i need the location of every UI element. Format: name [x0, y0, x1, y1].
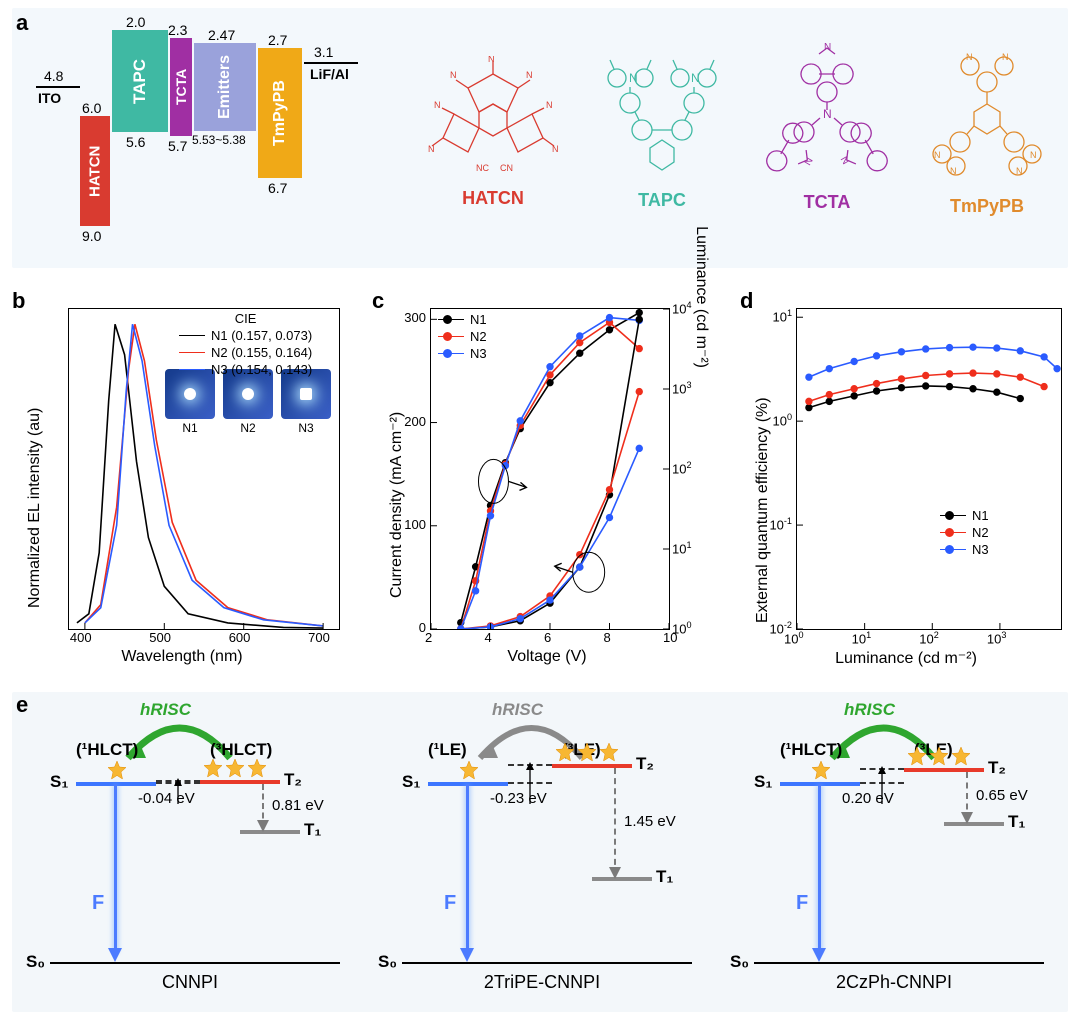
- svg-text:N: N: [950, 166, 957, 176]
- molecule-tcta-label: TCTA: [804, 192, 851, 213]
- panel-d: d N1N2N3 External quantum efficiency (%)…: [740, 288, 1072, 678]
- lifal-line: [304, 62, 358, 64]
- svg-text:N: N: [839, 154, 852, 166]
- panel-b-ylabel: Normalized EL intensity (au): [26, 408, 44, 608]
- panel-e: e hRISC(¹HLCT)(³HLCT)S₁T₂-0.04 eVT₁0.81 …: [12, 692, 1068, 1012]
- molecule-tmpypb-label: TmPyPB: [950, 196, 1024, 217]
- molecule-hatcn-structure: N N N N N N N NC CN: [428, 56, 558, 186]
- svg-text:N: N: [629, 71, 638, 85]
- layer-tapc-name: TAPC: [130, 59, 150, 104]
- layer-hatcn-bottom: 9.0: [82, 228, 101, 244]
- svg-text:N: N: [1016, 166, 1023, 176]
- panel-c-label: c: [372, 288, 384, 314]
- panel-b-legend: CIE N1 (0.157, 0.073)N2 (0.155, 0.164)N3…: [179, 311, 312, 379]
- layer-tcta-bottom: 5.7: [168, 138, 187, 154]
- ito-line: [36, 86, 80, 88]
- scientific-figure: a 4.8 ITO HATCN 6.0 9.0 TAPC 2.0 5.6 TCT…: [0, 0, 1080, 1022]
- svg-text:N: N: [552, 144, 558, 154]
- panel-d-xlabel: Luminance (cd m⁻²): [740, 648, 1072, 668]
- panel-c-legend: N1N2N3: [438, 312, 487, 363]
- molecule-hatcn: N N N N N N N NC CN HATCN: [428, 56, 558, 209]
- panel-b-plot: N1 N2 N3 CIE N1 (0.157, 0.073)N2 (0.155,…: [68, 308, 340, 630]
- svg-text:N: N: [428, 144, 435, 154]
- thumb-n3-label: N3: [281, 421, 331, 435]
- molecule-hatcn-label: HATCN: [462, 188, 524, 209]
- svg-text:N: N: [824, 42, 831, 53]
- svg-text:N: N: [546, 100, 553, 110]
- svg-text:NC: NC: [476, 163, 489, 173]
- panel-c-xlabel: Voltage (V): [372, 648, 722, 666]
- panel-b-label: b: [12, 288, 25, 314]
- panel-c: c N1N2N3 Current density (mA cm⁻²) Lumin…: [372, 288, 722, 678]
- panel-a: a 4.8 ITO HATCN 6.0 9.0 TAPC 2.0 5.6 TCT…: [12, 8, 1068, 268]
- layer-emitters-top: 2.47: [208, 27, 235, 43]
- layer-emitters: Emitters: [194, 43, 256, 131]
- layer-tapc-bottom: 5.6: [126, 134, 145, 150]
- layer-tmpypb-top: 2.7: [268, 32, 287, 48]
- cie-legend-title: CIE: [179, 311, 312, 326]
- layer-hatcn-name: HATCN: [87, 145, 104, 196]
- panel-d-svg: [797, 309, 1061, 629]
- layer-tcta-name: TCTA: [173, 69, 189, 105]
- svg-text:N: N: [1030, 150, 1037, 160]
- energy-diagram-2TriPE-CNNPI: hRISC(¹LE)(³LE)S₁T₂-0.23 eVT₁1.45 eVFS₀2…: [372, 702, 712, 1002]
- svg-text:N: N: [526, 70, 533, 80]
- ito-label: ITO: [38, 90, 61, 106]
- molecule-tapc-label: TAPC: [638, 190, 686, 211]
- layer-tcta-top: 2.3: [168, 22, 187, 38]
- svg-text:N: N: [450, 70, 457, 80]
- energy-diagram-2CzPh-CNNPI: hRISC(¹HLCT)(³LE)S₁T₂0.20 eVT₁0.65 eVFS₀…: [724, 702, 1064, 1002]
- layer-hatcn: HATCN: [80, 116, 110, 226]
- panel-d-ylabel: External quantum efficiency (%): [754, 397, 772, 623]
- panel-d-plot: [796, 308, 1062, 630]
- panel-d-label: d: [740, 288, 753, 314]
- panel-a-label: a: [16, 10, 28, 36]
- ito-energy: 4.8: [44, 68, 63, 84]
- molecule-tapc: N N TAPC: [582, 48, 742, 211]
- svg-text:N: N: [801, 155, 814, 167]
- layer-hatcn-top: 6.0: [82, 100, 101, 116]
- molecule-tmpypb: NN NN NN TmPyPB: [912, 44, 1062, 217]
- svg-text:N: N: [934, 150, 941, 160]
- svg-text:N: N: [691, 71, 700, 85]
- lifal-energy: 3.1: [314, 44, 333, 60]
- svg-text:N: N: [488, 56, 495, 64]
- molecule-tmpypb-structure: NN NN NN: [912, 44, 1062, 194]
- thumb-n1-label: N1: [165, 421, 215, 435]
- panel-b: b N1 N2 N3 CIE N1 (0.157, 0.073)N2 (0.15…: [12, 288, 352, 678]
- layer-tmpypb: TmPyPB: [258, 48, 302, 178]
- layer-tcta: TCTA: [170, 38, 192, 136]
- svg-text:N: N: [434, 100, 441, 110]
- layer-tmpypb-bottom: 6.7: [268, 180, 287, 196]
- molecule-tapc-structure: N N: [582, 48, 742, 188]
- svg-text:CN: CN: [500, 163, 513, 173]
- thumb-n2-label: N2: [223, 421, 273, 435]
- layer-tapc: TAPC: [112, 30, 168, 132]
- layer-tapc-top: 2.0: [126, 14, 145, 30]
- energy-diagram-CNNPI: hRISC(¹HLCT)(³HLCT)S₁T₂-0.04 eVT₁0.81 eV…: [20, 702, 360, 1002]
- panel-b-xlabel: Wavelength (nm): [12, 648, 352, 666]
- molecule-tcta-structure: N N N N: [752, 40, 902, 190]
- molecule-tcta: N N N N TCTA: [752, 40, 902, 213]
- svg-text:N: N: [966, 52, 973, 62]
- layer-emitters-name: Emitters: [216, 55, 234, 119]
- lifal-label: LiF/Al: [310, 66, 349, 82]
- panel-c-ylabel1: Current density (mA cm⁻²): [386, 412, 406, 598]
- svg-text:N: N: [1002, 52, 1009, 62]
- panel-c-ylabel2: Luminance (cd m⁻²): [692, 226, 712, 368]
- layer-tmpypb-name: TmPyPB: [271, 80, 289, 146]
- layer-emitters-bottom: 5.53~5.38: [192, 133, 246, 147]
- panel-d-legend: N1N2N3: [940, 508, 989, 559]
